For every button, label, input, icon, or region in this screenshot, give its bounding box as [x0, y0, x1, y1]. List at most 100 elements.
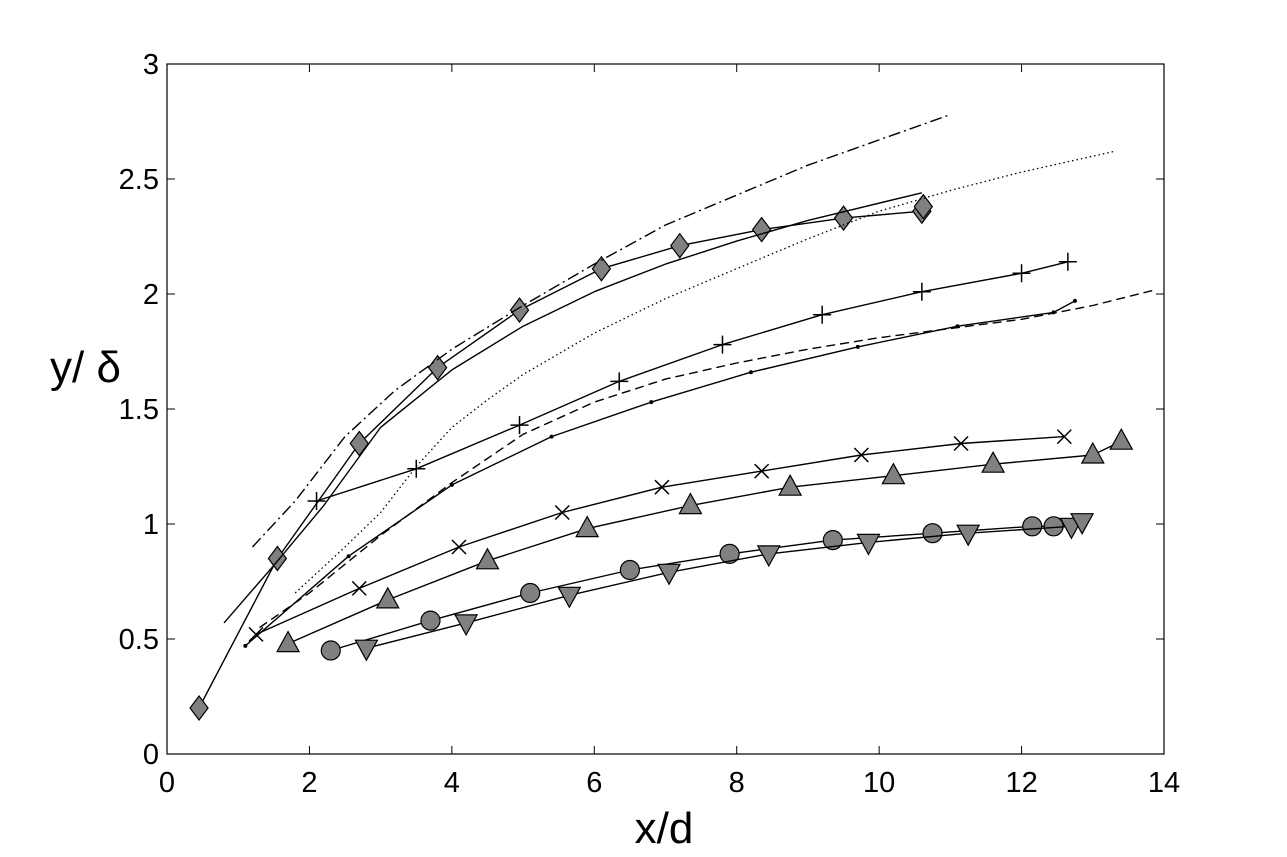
- series-line: [316, 261, 1069, 502]
- plus-marker: [610, 372, 629, 391]
- x-tick-label: 6: [586, 767, 602, 799]
- x-tick-label: 8: [729, 767, 745, 799]
- plus-marker: [307, 492, 326, 510]
- series-layer: [189, 113, 1158, 721]
- triangle-up-marker: [276, 630, 301, 653]
- diamond-marker: [751, 216, 772, 243]
- triangle-down-marker: [657, 563, 682, 586]
- circle-marker: [619, 559, 640, 581]
- series-6: [259, 288, 1158, 629]
- series-2: [223, 192, 923, 624]
- y-tick-label: 0.5: [119, 624, 159, 656]
- circle-marker: [1022, 516, 1043, 537]
- dot-marker: [549, 434, 554, 439]
- series-line: [198, 206, 924, 709]
- diamond-marker: [189, 695, 209, 721]
- x-tick-label: 10: [863, 767, 895, 799]
- triangle-down-marker: [454, 614, 479, 637]
- x-tick-label: 0: [159, 767, 175, 799]
- triangle-down-marker: [354, 639, 379, 662]
- dot-marker: [449, 482, 454, 487]
- tick-layer: 0 2 4 6 8 10 12 14 0 0.5 1 1.5 2 2.5 3: [119, 49, 1180, 799]
- x-marker: [351, 580, 367, 596]
- triangle-down-marker: [557, 586, 582, 609]
- series-line: [330, 525, 1054, 652]
- circle-marker: [822, 529, 843, 551]
- plus-marker: [813, 305, 832, 324]
- triangle-up-marker: [981, 450, 1006, 473]
- series-line: [259, 288, 1158, 629]
- diamond-marker: [669, 232, 690, 259]
- circle-marker: [719, 543, 740, 565]
- y-tick-label: 1: [143, 509, 159, 541]
- series-4: [294, 150, 1115, 594]
- x-tick-label: 14: [1148, 767, 1180, 799]
- series-9: [276, 427, 1134, 653]
- plot-area-border: [166, 63, 1165, 755]
- series-8: [248, 429, 1072, 642]
- plus-marker: [1058, 252, 1077, 271]
- x-tick-label: 4: [444, 767, 460, 799]
- dot-marker: [649, 400, 654, 405]
- y-axis-label: y/ δ: [50, 343, 121, 392]
- triangle-up-marker: [475, 547, 500, 570]
- plus-marker: [713, 335, 732, 354]
- series-line: [294, 150, 1115, 594]
- triangle-up-marker: [1109, 427, 1134, 450]
- x-marker: [953, 435, 969, 452]
- plus-marker: [510, 416, 529, 435]
- circle-marker: [1043, 516, 1064, 537]
- y-tick-label: 0: [143, 739, 159, 771]
- triangle-up-marker: [678, 492, 703, 515]
- triangle-down-marker: [1070, 513, 1095, 535]
- triangle-up-marker: [375, 586, 400, 609]
- series-line: [223, 192, 923, 624]
- y-tick-label: 3: [143, 49, 159, 81]
- triangle-up-marker: [1080, 441, 1105, 464]
- plot-frame: [166, 63, 1165, 755]
- x-marker: [248, 626, 264, 642]
- dot-marker: [1051, 310, 1056, 315]
- triangle-up-marker: [881, 462, 906, 485]
- circle-marker: [320, 640, 341, 661]
- series-line: [366, 521, 1083, 649]
- dot-marker: [955, 324, 960, 329]
- series-10: [320, 516, 1064, 661]
- triangle-up-marker: [778, 473, 803, 496]
- dot-marker: [855, 344, 860, 349]
- y-tick-label: 1.5: [119, 394, 159, 426]
- x-marker: [654, 479, 670, 495]
- series-line: [244, 300, 1076, 647]
- series-line: [251, 113, 951, 548]
- dot-marker: [243, 643, 248, 648]
- plus-marker: [407, 459, 426, 478]
- circle-marker: [420, 610, 441, 631]
- x-axis-label: x/d: [635, 804, 694, 853]
- x-marker: [754, 463, 770, 479]
- series-7: [243, 298, 1077, 648]
- y-tick-label: 2: [143, 279, 159, 311]
- diamond-marker: [427, 354, 448, 381]
- dot-marker: [748, 370, 753, 375]
- x-tick-label: 12: [1005, 767, 1037, 799]
- x-tick-label: 2: [301, 767, 317, 799]
- diamond-marker: [509, 297, 530, 324]
- series-11: [354, 513, 1095, 662]
- dot-marker: [1072, 298, 1077, 303]
- x-marker: [853, 447, 869, 463]
- series-line: [287, 440, 1122, 645]
- diamond-marker: [833, 205, 854, 232]
- diamond-marker: [913, 193, 934, 220]
- dot-marker: [346, 554, 351, 559]
- triangle-up-marker: [575, 515, 600, 538]
- triangle-down-marker: [856, 533, 881, 556]
- circle-marker: [520, 582, 541, 604]
- plus-marker: [1012, 264, 1031, 283]
- series-1: [189, 193, 934, 721]
- series-3: [251, 113, 951, 548]
- plus-marker: [912, 282, 931, 301]
- series-5: [307, 252, 1077, 510]
- circle-marker: [922, 523, 943, 544]
- x-marker: [554, 504, 570, 521]
